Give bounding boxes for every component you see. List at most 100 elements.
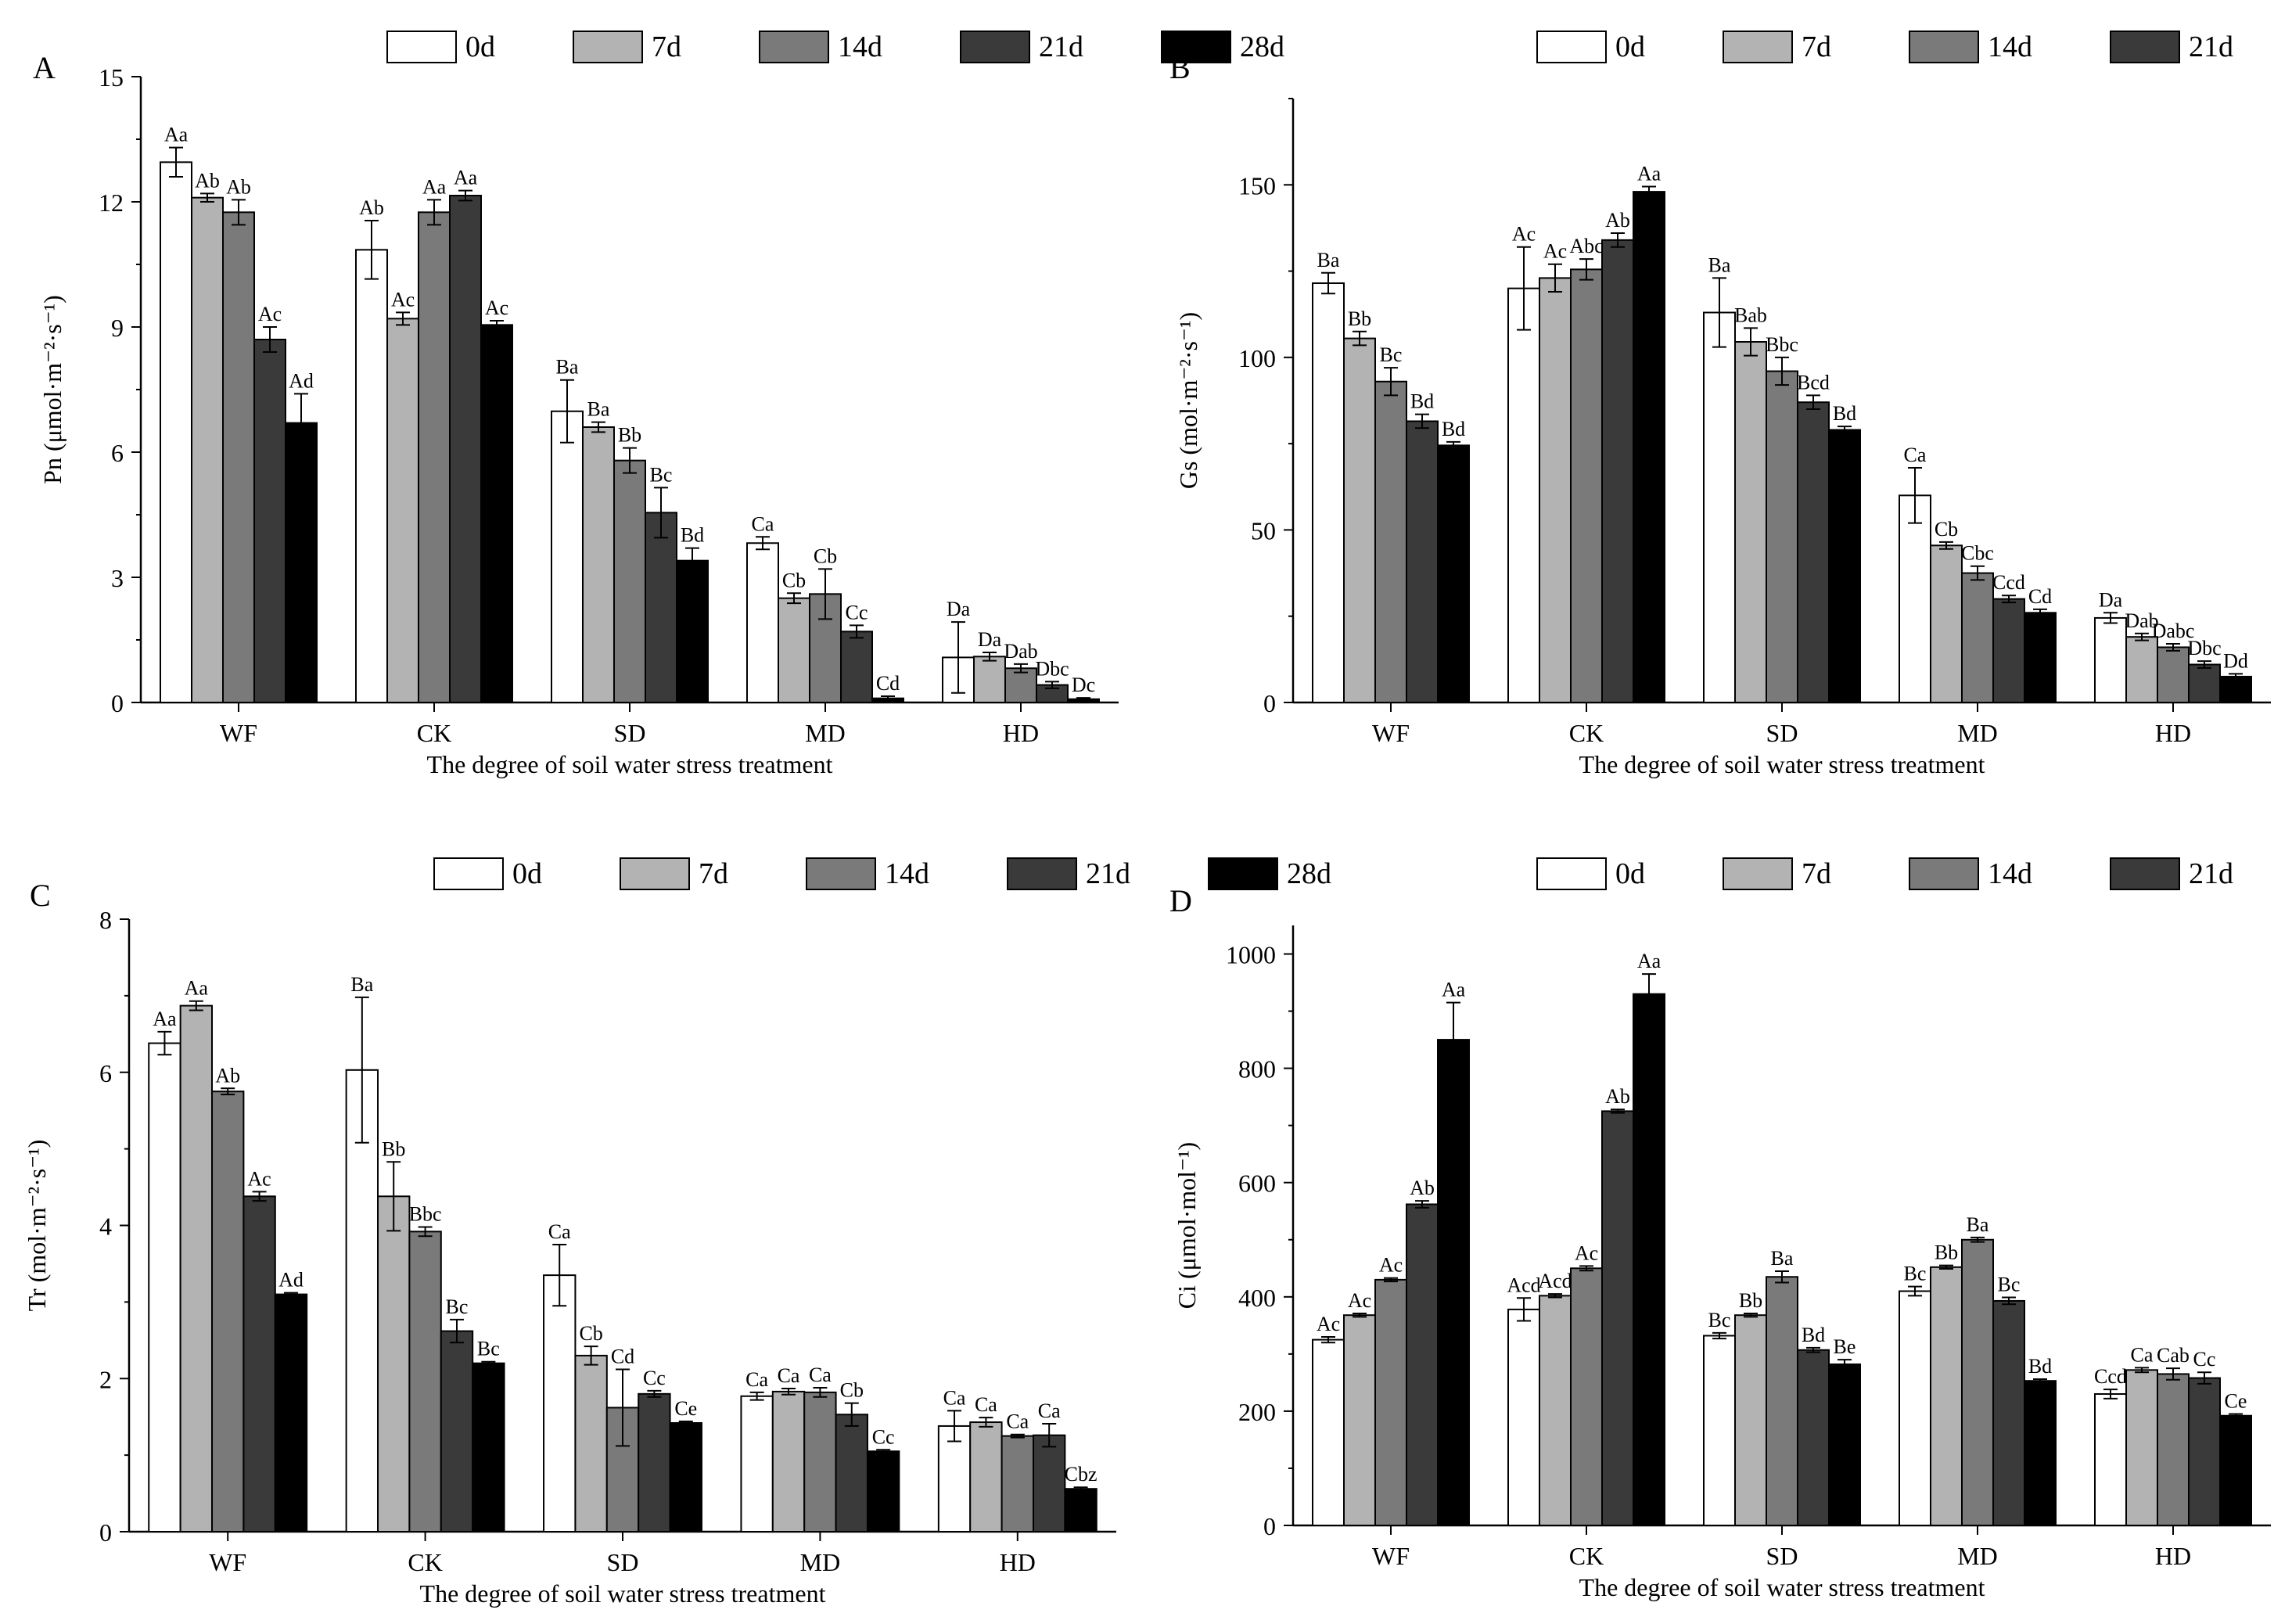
bar — [480, 324, 513, 703]
data-label: Bc — [1708, 1309, 1731, 1331]
bar — [866, 1450, 900, 1532]
data-label: Da — [2099, 588, 2123, 611]
legend-label-21d: 21d — [2189, 31, 2233, 63]
data-label: Bc — [1380, 343, 1403, 366]
legend-swatch-0d — [1536, 31, 1607, 63]
y-tick-label: 50 — [1251, 516, 1276, 544]
bar — [1797, 401, 1830, 703]
y-tick-label: 6 — [99, 1059, 112, 1087]
data-label: Ac — [1379, 1254, 1403, 1277]
data-label: Da — [978, 628, 1002, 651]
x-tick-label: SD — [614, 719, 646, 747]
data-label: Bd — [681, 524, 704, 547]
data-label: Ac — [1512, 223, 1536, 246]
bar — [676, 559, 709, 704]
y-tick-label: 2 — [99, 1365, 112, 1393]
bar — [285, 422, 318, 704]
bar — [274, 1293, 308, 1533]
data-label: Ac — [258, 303, 282, 325]
data-label: Cd — [611, 1346, 634, 1368]
x-tick-label: HD — [1000, 1548, 1036, 1576]
bar — [148, 1042, 181, 1532]
bar — [191, 196, 224, 703]
data-label: Bb — [382, 1137, 405, 1160]
data-label: Aa — [422, 175, 447, 198]
y-tick-label: 3 — [111, 564, 124, 592]
y-axis-title: Gs (mol·m⁻²·s⁻¹) — [1174, 312, 1202, 489]
y-tick-label: 200 — [1238, 1398, 1276, 1426]
data-label: Ac — [1348, 1289, 1371, 1312]
x-tick-label: WF — [1372, 719, 1410, 747]
data-label: Cc — [872, 1425, 895, 1448]
data-label: Da — [947, 598, 971, 620]
chart-panel-b: B 0d 7d 14d 21d 28d 0 50 100 150 Gs (mol·m⁻²·s⁻¹) T… — [1169, 31, 2271, 778]
bar — [1312, 1338, 1345, 1526]
y-tick-label: 0 — [111, 689, 124, 717]
data-label: Be — [1834, 1335, 1856, 1358]
y-tick-label: 600 — [1238, 1169, 1276, 1198]
bar — [2094, 616, 2127, 703]
legend-swatch-21d — [1007, 857, 1077, 890]
bar — [2024, 1380, 2057, 1527]
bar — [1633, 993, 1665, 1526]
data-label: Cab — [2157, 1344, 2190, 1367]
bar — [1601, 1110, 1634, 1526]
bar — [1961, 572, 1994, 703]
bar — [1930, 544, 1963, 704]
x-tick-label: SD — [1766, 1542, 1798, 1570]
legend-swatch-14d — [806, 857, 876, 890]
bar — [669, 1422, 702, 1532]
data-label: Ac — [485, 296, 508, 319]
bar — [1899, 494, 1931, 703]
x-tick-label: HD — [1003, 719, 1039, 747]
data-label: Ad — [278, 1269, 304, 1292]
data-label: Ba — [1317, 249, 1340, 271]
bar — [1437, 444, 1470, 703]
bar — [1374, 1278, 1407, 1527]
x-tick-label: MD — [1957, 1542, 1998, 1570]
legend-swatch-14d — [1909, 857, 1979, 890]
data-label: Dbc — [1035, 657, 1069, 680]
data-label: Dabc — [2152, 620, 2195, 642]
data-label: Aa — [1442, 979, 1466, 1001]
bar — [1539, 277, 1572, 703]
data-label: Ba — [350, 973, 373, 996]
data-label: Acd — [1538, 1270, 1572, 1292]
bar — [472, 1362, 505, 1533]
x-tick-label: CK — [1569, 1542, 1604, 1570]
bar — [740, 1395, 774, 1532]
data-label: Bd — [1410, 390, 1434, 413]
data-label: Ca — [2131, 1343, 2154, 1366]
y-tick-label: 800 — [1238, 1055, 1276, 1083]
legend-swatch-7d — [1723, 31, 1793, 63]
data-label: Ab — [359, 196, 384, 219]
legend-swatch-7d — [620, 857, 690, 890]
legend-label-7d: 7d — [652, 31, 681, 63]
bar — [408, 1231, 442, 1532]
legend-swatch-21d — [960, 31, 1030, 63]
bar — [1437, 1039, 1470, 1526]
legend-label-28d: 28d — [1240, 31, 1284, 63]
y-tick-label: 8 — [99, 906, 112, 934]
data-label: Bbc — [409, 1202, 442, 1225]
data-label: Ce — [2225, 1390, 2247, 1413]
bar — [1703, 311, 1736, 703]
data-label: Cb — [840, 1379, 864, 1402]
x-axis-title: The degree of soil water stress treatmen… — [420, 1579, 826, 1608]
bar — [1734, 341, 1767, 703]
data-label: Bc — [446, 1295, 469, 1318]
bar — [440, 1330, 474, 1532]
legend-swatch-14d — [1909, 31, 1979, 63]
data-label: Bd — [1802, 1324, 1825, 1346]
legend-label-14d: 14d — [1988, 857, 2032, 890]
bar — [1570, 1267, 1603, 1527]
legend-label-28d: 28d — [1287, 857, 1331, 890]
x-tick-label: SD — [1766, 719, 1798, 747]
panel-label: C — [30, 878, 51, 913]
bar — [1406, 1203, 1439, 1527]
bar — [1961, 1238, 1994, 1527]
legend-swatch-21d — [2110, 31, 2180, 63]
